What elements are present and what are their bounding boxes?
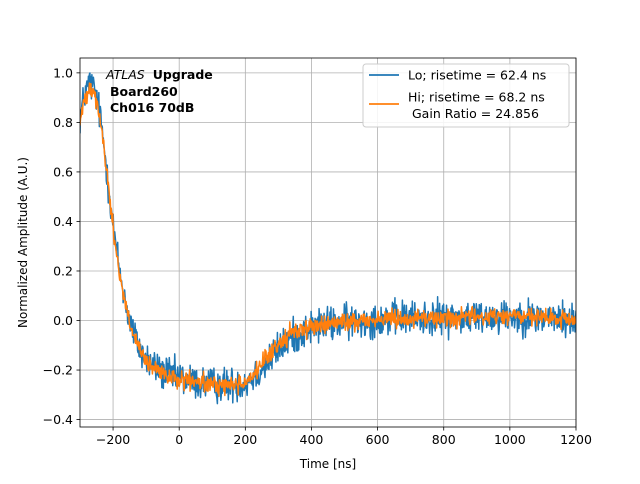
y-tick-label: 0.6 — [53, 164, 73, 179]
y-tick-label: 0.4 — [53, 214, 73, 229]
legend: Lo; risetime = 62.4 ns Hi; risetime = 68… — [362, 63, 570, 128]
svg-text:ATLAS Upgrade: ATLAS Upgrade — [105, 67, 213, 82]
channel-label: Ch016 70dB — [110, 100, 194, 115]
legend-box — [362, 63, 570, 128]
x-axis-label: Time [ns] — [299, 457, 356, 471]
series-line-hi — [80, 82, 576, 397]
y-tick-label: 0.2 — [53, 263, 73, 278]
legend-label-gain-ratio: Gain Ratio = 24.856 — [412, 106, 539, 121]
series-layer — [80, 72, 576, 405]
atlas-label: ATLAS — [105, 67, 145, 82]
y-axis-label: Normalized Amplitude (A.U.) — [16, 157, 30, 328]
upgrade-label: Upgrade — [153, 67, 213, 82]
y-tick-label: 1.0 — [53, 65, 73, 80]
legend-label-lo: Lo; risetime = 62.4 ns — [408, 68, 546, 83]
axis-ticks: −200 0 200 400 600 800 1000 1200 −0.4 −0.2 0.0 0.2 0… — [43, 65, 592, 447]
atlas-annotation: ATLAS Upgrade Board260 Ch016 70dB — [105, 67, 213, 115]
legend-label-hi: Hi; risetime = 68.2 ns — [408, 90, 545, 105]
y-tick-label: 0.8 — [53, 115, 73, 130]
y-tick-label: 0.0 — [53, 313, 73, 328]
x-tick-label: 1000 — [494, 432, 526, 447]
y-tick-label: −0.4 — [43, 412, 73, 427]
x-tick-label: 0 — [175, 432, 183, 447]
x-tick-label: 400 — [300, 432, 324, 447]
plot-frame — [79, 57, 577, 428]
x-tick-label: 600 — [366, 432, 390, 447]
y-tick-label: −0.2 — [43, 363, 73, 378]
x-tick-label: 1200 — [560, 432, 592, 447]
x-tick-label: −200 — [96, 432, 130, 447]
x-tick-label: 200 — [233, 432, 257, 447]
board-label: Board260 — [110, 84, 178, 99]
x-tick-label: 800 — [432, 432, 456, 447]
